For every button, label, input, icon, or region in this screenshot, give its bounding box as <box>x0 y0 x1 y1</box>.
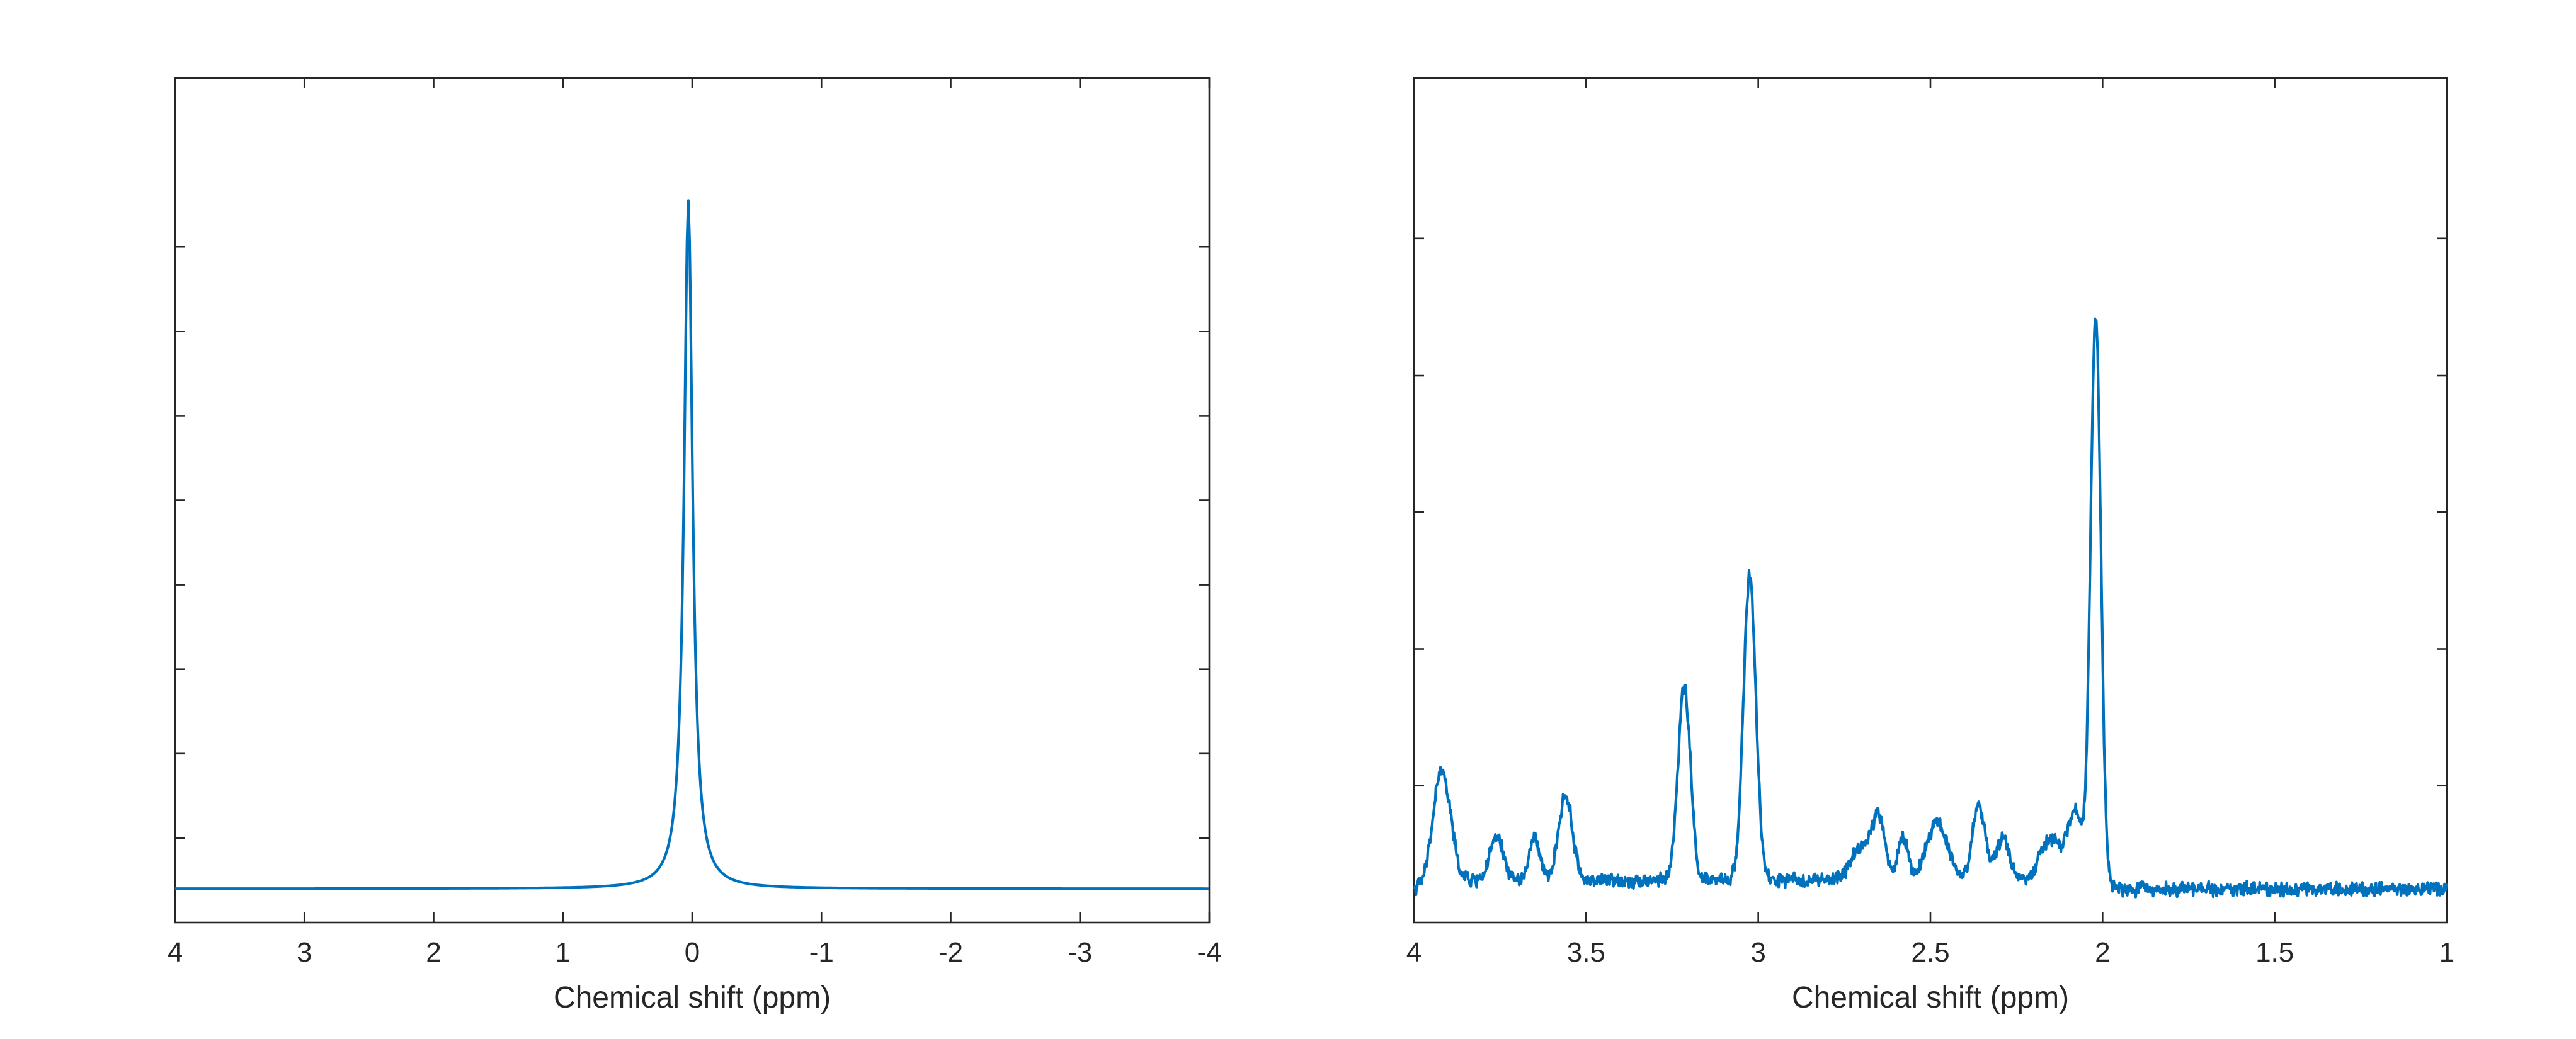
spectrum-line <box>1413 317 2449 899</box>
x-tick-label: 1.5 <box>2255 937 2294 968</box>
spectrum-line <box>174 199 1211 890</box>
x-tick-label: 4 <box>168 937 183 968</box>
x-tick-label: 2 <box>2095 937 2110 968</box>
right-spectrum-panel: 4 3.5 3 2.5 2 1.5 1 Chemical shift (ppm) <box>1406 77 2454 1014</box>
x-tick-label: -2 <box>938 937 963 968</box>
x-tick-label: 0 <box>685 937 700 968</box>
x-axis-label: Chemical shift (ppm) <box>1792 981 2069 1014</box>
x-axis-label: Chemical shift (ppm) <box>554 981 831 1014</box>
x-tick-label: 3 <box>1750 937 1765 968</box>
left-spectrum-panel: 4 3 2 1 0 -1 -2 -3 -4 Chemical shift (ppm) <box>168 77 1222 1014</box>
x-tick-label: 1 <box>556 937 571 968</box>
x-tick-label: 3.5 <box>1567 937 1605 968</box>
x-tick-label: 2 <box>426 937 441 968</box>
x-tick-label: 2.5 <box>1911 937 1949 968</box>
x-tick-label: 1 <box>2439 937 2454 968</box>
x-tick-label: 3 <box>297 937 312 968</box>
x-tick-label: -1 <box>809 937 834 968</box>
x-tick-label: -3 <box>1068 937 1092 968</box>
axes-frame <box>1413 77 2448 924</box>
x-tick-label: -4 <box>1197 937 1221 968</box>
x-tick-label: 4 <box>1406 937 1422 968</box>
